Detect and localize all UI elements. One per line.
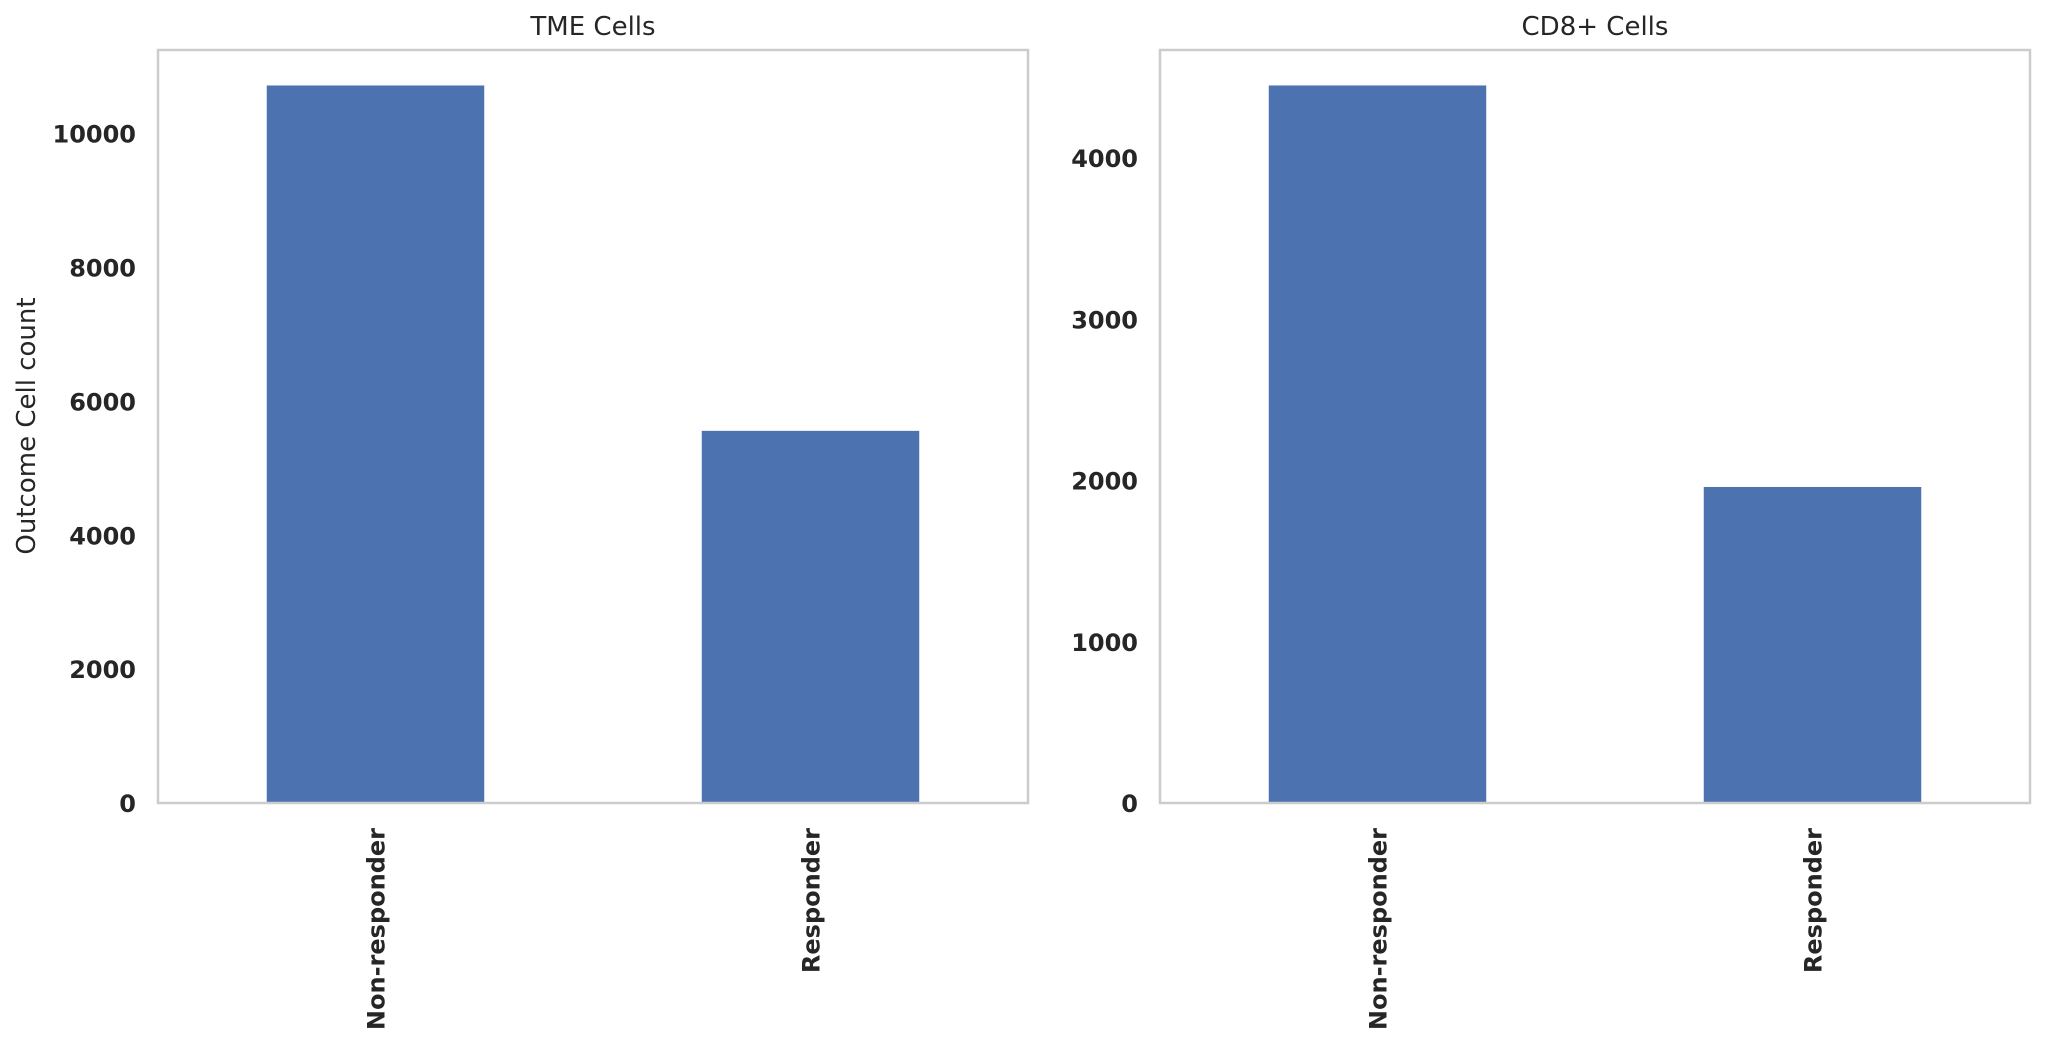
y-tick-label: 2000	[69, 656, 136, 684]
y-tick-label: 10000	[53, 121, 137, 149]
bar-responder	[1703, 486, 1922, 803]
x-tick-label-responder: Responder	[1800, 828, 1828, 973]
y-tick-label: 8000	[69, 255, 136, 283]
x-tick-label-non-responder: Non-responder	[363, 828, 391, 1030]
bar-non-responder	[1268, 85, 1487, 803]
y-tick-labels: 0 1000 2000 3000 4000	[1071, 145, 1138, 818]
y-tick-label: 6000	[69, 388, 136, 416]
bar-non-responder	[266, 85, 485, 803]
y-axis-label: Outcome Cell count	[12, 297, 42, 554]
bar-responder	[701, 430, 920, 803]
chart-panel-cd8: CD8+ Cells 0 1000 2000 3000 4000 Non-respond…	[1071, 12, 2032, 1030]
chart-title: TME Cells	[529, 12, 655, 42]
y-tick-label: 0	[1121, 790, 1138, 818]
y-tick-label: 4000	[69, 522, 136, 550]
y-tick-label: 2000	[1071, 468, 1138, 496]
chart-title: CD8+ Cells	[1522, 12, 1669, 42]
y-tick-label: 3000	[1071, 306, 1138, 334]
x-tick-labels: Non-responder Responder	[363, 828, 826, 1030]
bar-group	[266, 85, 920, 803]
chart-panel-tme: TME Cells Outcome Cell count 0 2000 4000 60…	[12, 12, 1030, 1030]
plot-frame	[156, 48, 1030, 805]
y-tick-label: 0	[119, 790, 136, 818]
x-tick-label-non-responder: Non-responder	[1365, 828, 1393, 1030]
x-tick-labels: Non-responder Responder	[1365, 828, 1828, 1030]
y-tick-labels: 0 2000 4000 6000 8000 10000	[53, 121, 137, 818]
bar-group	[1268, 85, 1922, 803]
x-tick-label-responder: Responder	[798, 828, 826, 973]
y-tick-label: 1000	[1071, 629, 1138, 657]
y-tick-label: 4000	[1071, 145, 1138, 173]
plot-frame	[1158, 48, 2032, 805]
